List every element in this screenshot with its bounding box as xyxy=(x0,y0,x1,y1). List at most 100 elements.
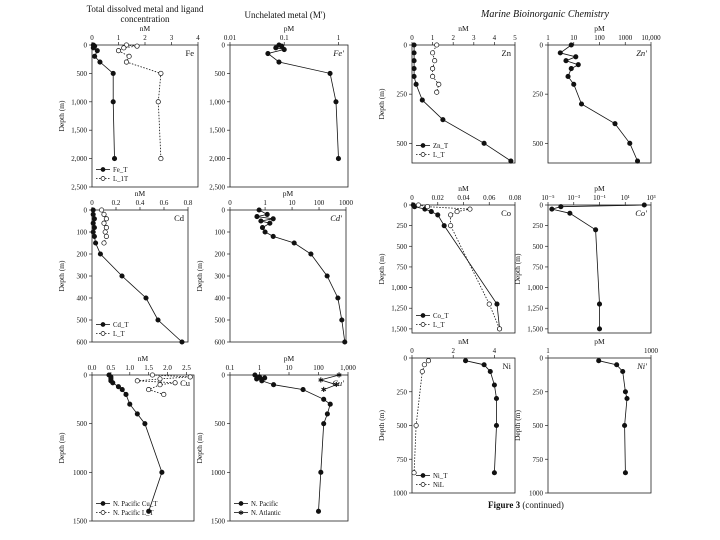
y-tick-label: 0 xyxy=(404,42,408,50)
y-axis-label: Depth (m) xyxy=(377,88,386,120)
legend-marker xyxy=(100,501,106,506)
y-axis-label: Depth (m) xyxy=(513,409,522,441)
data-point xyxy=(308,251,314,257)
data-point xyxy=(612,121,618,127)
data-point xyxy=(102,229,108,235)
y-tick-label: 1,000 xyxy=(391,284,407,292)
x-tick-label: 5 xyxy=(513,34,517,42)
panel-cd-total: 0 0.2 0.4 0.6 0.8 nM 0 100 200 300 400 500 600 Depth … xyxy=(57,189,193,347)
y-tick-label: 500 xyxy=(533,422,544,430)
y-tick-label: 0 xyxy=(222,207,226,215)
plot-frame xyxy=(229,374,349,522)
legend-label: N. Pacific L_T xyxy=(113,510,154,517)
left-column-header: Total dissolved metal and ligand concent… xyxy=(86,4,204,24)
data-point xyxy=(424,204,431,210)
data-point xyxy=(155,317,161,323)
y-tick-label: 0 xyxy=(222,42,226,50)
x-unit-label: nM xyxy=(140,24,151,33)
data-point xyxy=(434,89,440,95)
data-point: ✱ xyxy=(318,376,324,384)
y-axis-label: Depth (m) xyxy=(377,409,386,441)
y-tick-label: 1,500 xyxy=(527,325,543,333)
y-tick-label: 2,500 xyxy=(71,184,87,192)
x-tick-label: 100 xyxy=(594,34,605,42)
y-tick-label: 200 xyxy=(77,251,88,259)
data-point xyxy=(259,225,266,231)
x-unit-label: pM xyxy=(284,354,295,363)
series-line xyxy=(412,204,500,329)
x-unit-label: pM xyxy=(283,189,294,198)
legend-marker xyxy=(420,143,426,148)
data-point xyxy=(134,43,140,49)
data-point: ✱ xyxy=(336,372,342,380)
legend-marker xyxy=(420,313,426,318)
data-point: ✱ xyxy=(333,381,339,389)
panel-cu-total: 0.0 0.5 1.0 1.5 2.0 2.5 nM 0 500 1000 1500 Depth (m… xyxy=(57,354,195,526)
data-point xyxy=(508,158,514,164)
y-tick-label: 250 xyxy=(533,222,544,230)
data-point xyxy=(256,207,262,213)
y-tick-label: 0 xyxy=(540,42,544,50)
legend-label: Cd_T xyxy=(113,322,129,329)
data-point xyxy=(411,66,417,72)
data-point xyxy=(91,225,97,231)
data-point xyxy=(270,233,276,239)
data-point xyxy=(265,50,271,57)
y-tick-label: 1,000 xyxy=(527,284,543,292)
data-point xyxy=(428,209,434,215)
y-tick-label: 200 xyxy=(215,251,226,259)
data-point xyxy=(463,358,469,364)
x-tick-label: 10⁻¹ xyxy=(593,194,606,202)
y-tick-label: 0 xyxy=(540,202,544,210)
x-tick-label: 10⁻³ xyxy=(567,194,580,202)
data-point xyxy=(157,376,163,382)
y-tick-label: 0 xyxy=(84,42,88,50)
data-point xyxy=(273,45,279,51)
legend-label: Zn_T xyxy=(433,143,449,150)
legend-label: N. Atlantic xyxy=(251,510,281,517)
panel-co-total: 0 0.02 0.04 0.06 0.08 nM 0 250 500 750 1,000 1,250 1… xyxy=(377,184,522,334)
data-point xyxy=(614,362,620,368)
data-point xyxy=(187,374,193,380)
y-tick-label: 500 xyxy=(397,243,408,251)
y-tick-label: 1500 xyxy=(73,518,88,526)
y-tick-label: 1,000 xyxy=(209,98,225,106)
x-tick-label: 0.0 xyxy=(88,364,97,372)
data-point xyxy=(291,240,297,246)
data-point xyxy=(342,339,348,345)
series-line xyxy=(418,204,500,330)
y-tick-label: 250 xyxy=(397,388,408,396)
x-tick-label: 1.0 xyxy=(125,364,134,372)
data-point xyxy=(622,389,628,395)
data-point xyxy=(101,240,107,246)
y-tick-label: 0 xyxy=(540,355,544,363)
data-point xyxy=(179,339,185,345)
y-tick-label: 600 xyxy=(215,339,226,347)
data-point xyxy=(254,214,260,220)
x-tick-label: 2.0 xyxy=(163,364,172,372)
x-tick-label: 0.4 xyxy=(136,199,145,207)
legend-label: N. Pacific xyxy=(251,501,278,508)
data-point xyxy=(262,229,268,235)
x-tick-label: 10³ xyxy=(646,194,655,202)
y-tick-label: 750 xyxy=(397,263,408,271)
x-tick-label: 1 xyxy=(431,34,435,42)
y-axis-label: Depth (m) xyxy=(377,253,386,285)
data-point xyxy=(93,240,99,246)
data-point xyxy=(339,317,345,323)
data-point xyxy=(279,43,285,49)
data-point xyxy=(486,301,492,307)
x-tick-label: 2 xyxy=(451,347,455,355)
data-point xyxy=(493,422,500,429)
data-point xyxy=(467,206,473,212)
data-point xyxy=(90,229,96,235)
y-tick-label: 2,000 xyxy=(71,155,87,163)
y-tick-label: 1,500 xyxy=(71,127,87,135)
data-point xyxy=(411,42,417,48)
x-tick-label: 2.5 xyxy=(182,364,191,372)
legend-label: L_T xyxy=(433,152,446,159)
plot-frame xyxy=(547,357,652,494)
x-tick-label: 0.2 xyxy=(112,199,121,207)
data-point xyxy=(620,368,626,375)
panel-ni-free: 1 1000 pM 0 250 500 750 1000 Depth (m) Ni' xyxy=(513,337,659,498)
